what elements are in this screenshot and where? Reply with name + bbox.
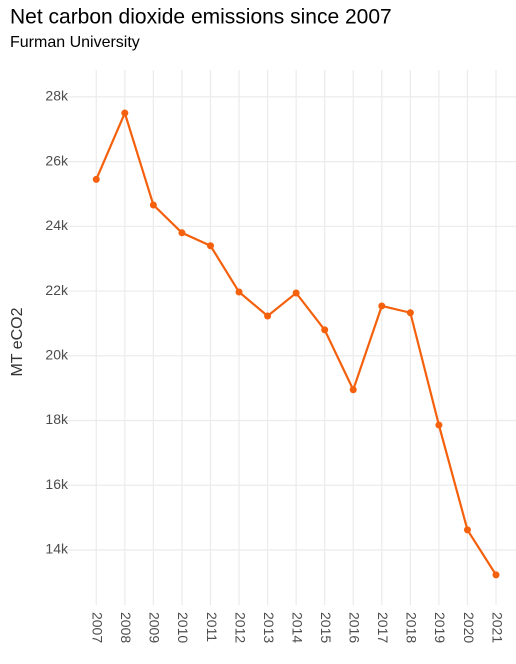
- point: [235, 288, 243, 296]
- chart-title: Net carbon dioxide emissions since 2007: [10, 6, 392, 29]
- y-tick-label: 22k: [45, 282, 69, 298]
- y-tick-label: 18k: [45, 411, 69, 427]
- point: [321, 326, 329, 334]
- x-tick-label: 2014: [289, 612, 305, 643]
- point: [378, 302, 386, 310]
- y-tick-label: 28k: [45, 88, 69, 104]
- point: [406, 309, 414, 317]
- chart-subtitle: Furman University: [10, 34, 140, 51]
- x-tick-label: 2017: [375, 612, 391, 643]
- point: [264, 312, 272, 320]
- point: [349, 386, 357, 394]
- x-tick-label: 2012: [232, 612, 248, 643]
- y-axis-label: MT eCO2: [9, 307, 26, 376]
- point: [206, 242, 214, 250]
- x-tick-label: 2009: [147, 612, 163, 643]
- y-tick-label: 26k: [45, 152, 69, 168]
- y-tick-label: 24k: [45, 217, 69, 233]
- point: [492, 571, 500, 579]
- point: [435, 421, 443, 429]
- x-tick-label: 2011: [204, 612, 220, 642]
- x-tick-label: 2016: [347, 612, 363, 643]
- x-tick-label: 2013: [261, 612, 277, 643]
- y-tick-label: 20k: [45, 346, 69, 362]
- point: [92, 175, 100, 183]
- point: [178, 229, 186, 237]
- x-tick-label: 2020: [461, 612, 477, 643]
- y-tick-label: 16k: [45, 476, 69, 492]
- point: [292, 289, 300, 297]
- x-tick-label: 2018: [404, 612, 420, 643]
- y-tick-label: 14k: [45, 541, 69, 557]
- x-tick-label: 2008: [118, 612, 134, 643]
- x-tick-label: 2021: [489, 612, 505, 643]
- point: [149, 201, 157, 209]
- point: [121, 109, 129, 117]
- x-tick-label: 2010: [175, 612, 191, 643]
- x-tick-label: 2015: [318, 612, 334, 643]
- x-tick-label: 2007: [90, 612, 106, 643]
- point: [463, 526, 471, 534]
- x-tick-label: 2019: [432, 612, 448, 643]
